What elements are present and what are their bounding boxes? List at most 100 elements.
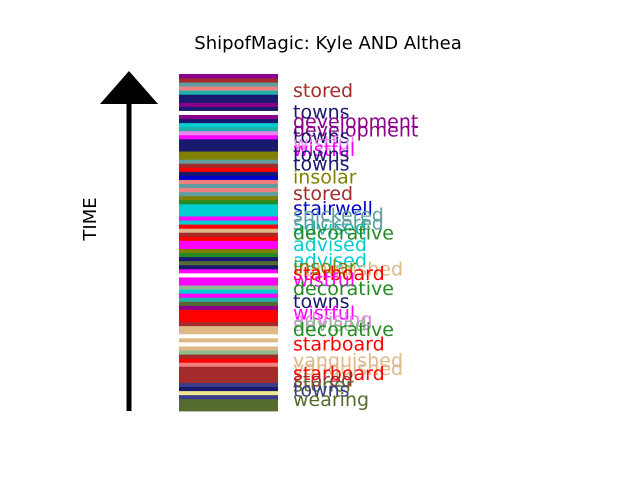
word-label-11: stairwell <box>293 198 373 220</box>
word-label-4: towns <box>293 126 350 148</box>
stripe-46 <box>179 175 278 180</box>
stripe-0 <box>179 398 278 412</box>
stripe-1 <box>179 394 278 400</box>
stripe-4 <box>179 382 278 388</box>
stripe-49 <box>179 163 278 168</box>
stripe-54 <box>179 130 278 136</box>
stripe-23 <box>179 277 278 286</box>
stripe-65 <box>179 82 278 87</box>
word-label-0: stored <box>293 80 353 102</box>
word-label-34: towns <box>293 379 350 401</box>
word-label-22: decorative <box>293 278 394 300</box>
stripe-2 <box>179 390 278 396</box>
stripe-22 <box>179 285 278 290</box>
word-label-28: starboard <box>293 334 385 356</box>
stripe-39 <box>179 203 278 213</box>
stripe-38 <box>179 212 278 217</box>
word-label-7: towns <box>293 144 350 166</box>
time-arrow-head <box>100 71 158 104</box>
stripe-42 <box>179 191 278 197</box>
stripe-47 <box>179 171 278 176</box>
word-label-23: towns <box>293 291 350 313</box>
stripe-16 <box>179 309 278 323</box>
stripe-48 <box>179 167 278 172</box>
stripe-55 <box>179 126 278 132</box>
word-label-20: starboard <box>293 263 385 285</box>
stripe-59 <box>179 110 278 115</box>
stripe-44 <box>179 183 278 189</box>
word-label-10: stored <box>293 183 353 205</box>
stripe-3 <box>179 386 278 392</box>
stripe-6 <box>179 362 278 367</box>
stripe-52 <box>179 138 278 152</box>
stripe-19 <box>179 297 278 302</box>
stripe-12 <box>179 337 278 343</box>
stripe-29 <box>179 252 278 258</box>
stripe-41 <box>179 195 278 201</box>
stripe-28 <box>179 256 278 262</box>
stripe-34 <box>179 228 278 233</box>
word-label-24: wistful <box>293 302 355 324</box>
stripe-35 <box>179 224 278 229</box>
word-label-19: insolar <box>293 257 357 279</box>
stripe-18 <box>179 301 278 306</box>
stripe-58 <box>179 114 278 120</box>
stripe-31 <box>179 240 278 249</box>
stripe-51 <box>179 151 278 160</box>
chart-title: ShipofMagic: Kyle AND Althea <box>194 33 461 54</box>
stripe-13 <box>179 333 278 339</box>
word-label-3: development <box>293 119 418 141</box>
stripe-36 <box>179 220 278 225</box>
word-label-8: towns <box>293 154 350 176</box>
word-label-18: vanquished <box>293 258 403 280</box>
stripe-11 <box>179 341 278 347</box>
word-label-35: wearing <box>293 389 369 411</box>
y-axis-label: TIME <box>80 197 101 241</box>
stripe-26 <box>179 264 278 270</box>
word-label-27: decorative <box>293 319 394 341</box>
stripe-62 <box>179 94 278 103</box>
word-label-32: stored <box>293 370 353 392</box>
stripe-5 <box>179 366 278 383</box>
word-label-16: advised <box>293 234 367 256</box>
stripe-10 <box>179 346 278 351</box>
stripe-61 <box>179 102 278 107</box>
stripe-column <box>179 74 278 412</box>
word-label-25: advising <box>293 309 373 331</box>
stripe-63 <box>179 90 278 95</box>
stripe-27 <box>179 260 278 266</box>
word-label-17: advised <box>293 250 367 272</box>
stripe-8 <box>179 354 278 359</box>
stripe-53 <box>179 134 278 140</box>
stripe-67 <box>179 74 278 79</box>
stripe-43 <box>179 187 278 193</box>
word-label-5: wistful <box>293 132 355 154</box>
stripe-30 <box>179 248 278 254</box>
stripe-56 <box>179 122 278 128</box>
time-arrow <box>100 71 158 411</box>
word-label-29: vanquished <box>293 350 403 372</box>
word-label-30: vanquished <box>293 358 403 380</box>
stripe-37 <box>179 216 278 221</box>
stripe-7 <box>179 358 278 363</box>
stripe-45 <box>179 179 278 185</box>
word-label-31: starboard <box>293 363 385 385</box>
stripe-24 <box>179 272 278 278</box>
word-label-26: advised <box>293 314 367 336</box>
stripe-9 <box>179 350 278 355</box>
stripe-32 <box>179 236 278 241</box>
stripe-15 <box>179 321 278 327</box>
stripe-25 <box>179 268 278 274</box>
stripe-64 <box>179 86 278 91</box>
stripe-50 <box>179 159 278 164</box>
stripe-14 <box>179 325 278 335</box>
stripe-60 <box>179 106 278 111</box>
word-label-13: snickered <box>293 213 384 235</box>
word-label-6: wistful <box>293 139 355 161</box>
stripe-57 <box>179 118 278 124</box>
word-label-15: decorative <box>293 222 394 244</box>
word-label-1: towns <box>293 101 350 123</box>
word-labels: storedtownsdevelopmentdevelopmenttownswi… <box>293 80 418 411</box>
stripe-40 <box>179 199 278 205</box>
